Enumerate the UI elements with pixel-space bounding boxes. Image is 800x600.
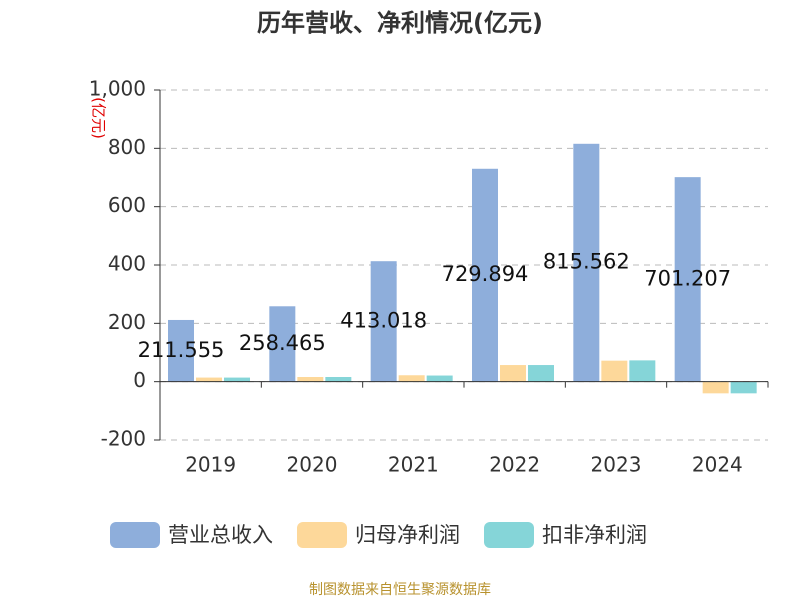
bar <box>269 306 296 382</box>
data-label: 258.465 <box>239 331 326 355</box>
bar <box>398 375 425 382</box>
y-tick-label: -200 <box>101 427 146 451</box>
x-tick-label: 2022 <box>489 453 540 477</box>
bar <box>472 168 498 382</box>
bar <box>297 377 324 382</box>
y-axis-label: (亿元) <box>90 97 108 139</box>
bar <box>702 381 729 394</box>
bar <box>629 360 656 382</box>
bar <box>674 177 701 382</box>
data-label: 815.562 <box>543 250 630 274</box>
x-tick-label: 2021 <box>388 453 439 477</box>
bar <box>370 261 397 382</box>
y-tick-label: 0 <box>133 368 146 392</box>
bar <box>325 377 352 382</box>
bar <box>573 143 600 382</box>
x-tick-label: 2024 <box>692 453 743 477</box>
legend-label: 营业总收入 <box>168 523 273 547</box>
legend-swatch <box>110 522 160 548</box>
legend-label: 归母净利润 <box>355 523 460 547</box>
bar <box>730 381 757 394</box>
data-label: 701.207 <box>644 266 731 290</box>
bar <box>528 365 554 382</box>
legend-swatch <box>297 522 347 548</box>
chart-title: 历年营收、净利情况(亿元) <box>257 9 543 37</box>
bar <box>196 377 222 382</box>
x-tick-label: 2020 <box>287 453 338 477</box>
bar <box>601 360 628 382</box>
legend-swatch <box>484 522 534 548</box>
bar <box>168 319 194 382</box>
y-tick-label: 600 <box>108 193 146 217</box>
data-label: 729.894 <box>442 262 529 286</box>
x-tick-label: 2023 <box>591 453 642 477</box>
y-tick-label: 1,000 <box>89 77 146 101</box>
data-label: 211.555 <box>138 338 225 362</box>
source-note: 制图数据来自恒生聚源数据库 <box>309 582 491 598</box>
x-tick-label: 2019 <box>185 453 236 477</box>
y-tick-label: 400 <box>108 252 146 276</box>
y-tick-label: 200 <box>108 310 146 334</box>
bar <box>224 377 250 382</box>
bar <box>500 365 526 382</box>
bar <box>426 375 453 382</box>
data-label: 413.018 <box>340 308 427 332</box>
y-tick-label: 800 <box>108 135 146 159</box>
legend-label: 扣非净利润 <box>542 523 647 547</box>
